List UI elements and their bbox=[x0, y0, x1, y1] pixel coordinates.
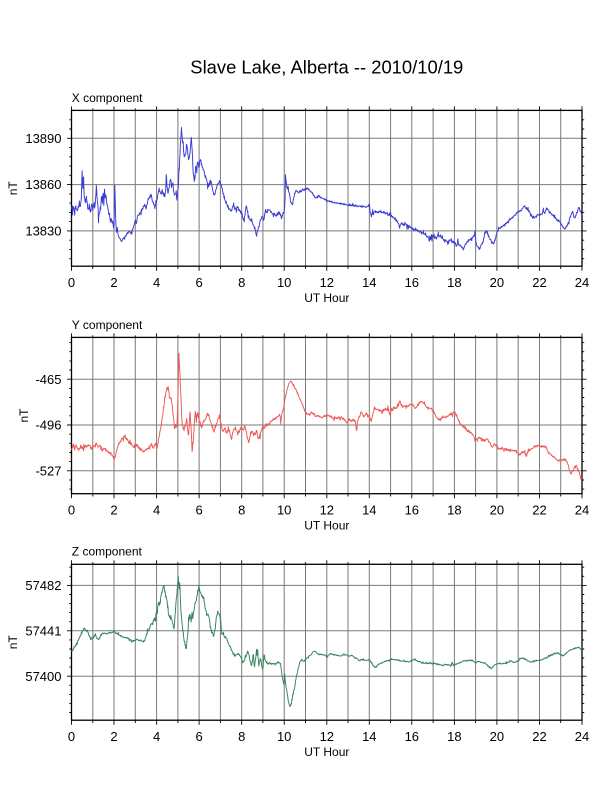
svg-text:0: 0 bbox=[68, 275, 75, 290]
svg-text:14: 14 bbox=[362, 502, 376, 517]
svg-text:2: 2 bbox=[110, 275, 117, 290]
svg-text:13890: 13890 bbox=[25, 131, 61, 146]
svg-text:-465: -465 bbox=[35, 372, 61, 387]
svg-text:12: 12 bbox=[320, 729, 334, 744]
svg-text:22: 22 bbox=[532, 502, 546, 517]
svg-text:20: 20 bbox=[490, 729, 504, 744]
svg-text:UT Hour: UT Hour bbox=[304, 745, 349, 759]
svg-text:18: 18 bbox=[447, 729, 461, 744]
svg-text:22: 22 bbox=[532, 729, 546, 744]
svg-text:10: 10 bbox=[277, 729, 291, 744]
svg-text:24: 24 bbox=[575, 729, 589, 744]
svg-text:nT: nT bbox=[6, 635, 20, 650]
svg-text:22: 22 bbox=[532, 275, 546, 290]
svg-text:16: 16 bbox=[405, 729, 419, 744]
svg-text:6: 6 bbox=[195, 502, 202, 517]
svg-text:13830: 13830 bbox=[25, 224, 61, 239]
svg-text:16: 16 bbox=[405, 502, 419, 517]
svg-text:57400: 57400 bbox=[25, 669, 61, 684]
svg-text:4: 4 bbox=[153, 502, 160, 517]
svg-text:2: 2 bbox=[110, 502, 117, 517]
svg-text:20: 20 bbox=[490, 502, 504, 517]
svg-text:12: 12 bbox=[320, 275, 334, 290]
svg-text:Y component: Y component bbox=[72, 318, 143, 332]
svg-text:24: 24 bbox=[575, 275, 589, 290]
svg-text:6: 6 bbox=[195, 729, 202, 744]
svg-text:4: 4 bbox=[153, 729, 160, 744]
svg-text:8: 8 bbox=[238, 275, 245, 290]
svg-text:UT Hour: UT Hour bbox=[304, 291, 349, 305]
svg-text:Slave Lake, Alberta -- 2010/10: Slave Lake, Alberta -- 2010/10/19 bbox=[190, 56, 463, 77]
svg-text:20: 20 bbox=[490, 275, 504, 290]
svg-text:14: 14 bbox=[362, 729, 376, 744]
svg-text:-527: -527 bbox=[35, 463, 61, 478]
svg-text:-496: -496 bbox=[35, 418, 61, 433]
svg-text:24: 24 bbox=[575, 502, 589, 517]
svg-text:18: 18 bbox=[447, 502, 461, 517]
svg-text:13860: 13860 bbox=[25, 177, 61, 192]
svg-text:UT Hour: UT Hour bbox=[304, 518, 349, 532]
svg-text:nT: nT bbox=[6, 181, 20, 196]
svg-text:57441: 57441 bbox=[25, 623, 61, 638]
svg-text:nT: nT bbox=[17, 408, 31, 423]
svg-text:8: 8 bbox=[238, 502, 245, 517]
svg-text:12: 12 bbox=[320, 502, 334, 517]
svg-text:18: 18 bbox=[447, 275, 461, 290]
svg-text:0: 0 bbox=[68, 502, 75, 517]
svg-text:4: 4 bbox=[153, 275, 160, 290]
svg-text:Z component: Z component bbox=[72, 545, 143, 559]
svg-text:10: 10 bbox=[277, 275, 291, 290]
svg-text:2: 2 bbox=[110, 729, 117, 744]
svg-text:X component: X component bbox=[72, 91, 143, 105]
svg-text:0: 0 bbox=[68, 729, 75, 744]
svg-text:6: 6 bbox=[195, 275, 202, 290]
svg-text:14: 14 bbox=[362, 275, 376, 290]
svg-text:10: 10 bbox=[277, 502, 291, 517]
svg-text:8: 8 bbox=[238, 729, 245, 744]
svg-text:57482: 57482 bbox=[25, 578, 61, 593]
svg-text:16: 16 bbox=[405, 275, 419, 290]
